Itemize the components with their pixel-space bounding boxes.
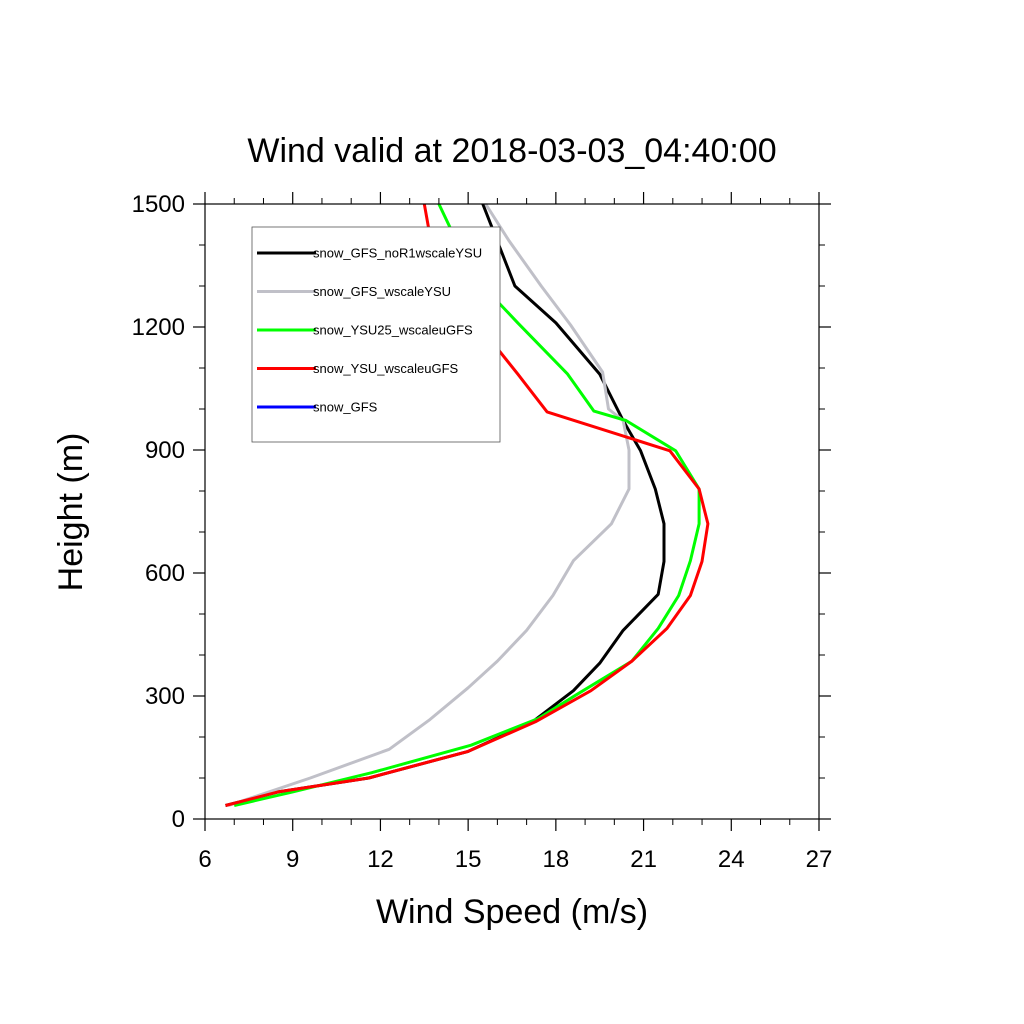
legend-label-1: snow_GFS_wscaleYSU: [313, 284, 451, 299]
y-tick-label: 1500: [132, 191, 185, 218]
x-axis-label: Wind Speed (m/s): [376, 893, 648, 931]
x-tick-label: 12: [367, 846, 394, 873]
series-line-2: [233, 203, 701, 807]
x-tick-label: 24: [718, 846, 745, 873]
legend-label-2: snow_YSU25_wscaleuGFS: [313, 323, 473, 338]
x-tick-label: 27: [806, 846, 833, 873]
y-tick-label: 600: [145, 560, 185, 587]
chart-title: Wind valid at 2018-03-03_04:40:00: [247, 132, 776, 170]
legend-label-0: snow_GFS_noR1wscaleYSU: [313, 246, 482, 261]
legend-label-4: snow_GFS: [313, 400, 378, 415]
x-tick-label: 15: [455, 846, 482, 873]
plot-frame: [204, 203, 820, 820]
y-tick-label: 900: [145, 437, 185, 464]
x-tick-label: 9: [286, 846, 299, 873]
y-tick-label: 300: [145, 683, 185, 710]
legend: snow_GFS_noR1wscaleYSU snow_GFS_wscaleYSU…: [251, 226, 501, 443]
x-tick-label: 18: [543, 846, 570, 873]
legend-label-3: snow_YSU_wscaleuGFS: [313, 361, 459, 376]
y-tick-label: 1200: [132, 314, 185, 341]
x-tick-label: 21: [630, 846, 657, 873]
y-tick-label: 0: [172, 806, 185, 833]
x-tick-label: 6: [198, 846, 211, 873]
axes-layer: 6 9 12 15 18 21 24 27 0 300 600 900 1200 1500: [132, 191, 833, 873]
series-line-1: [227, 203, 631, 807]
y-axis-label: Height (m): [52, 433, 90, 592]
